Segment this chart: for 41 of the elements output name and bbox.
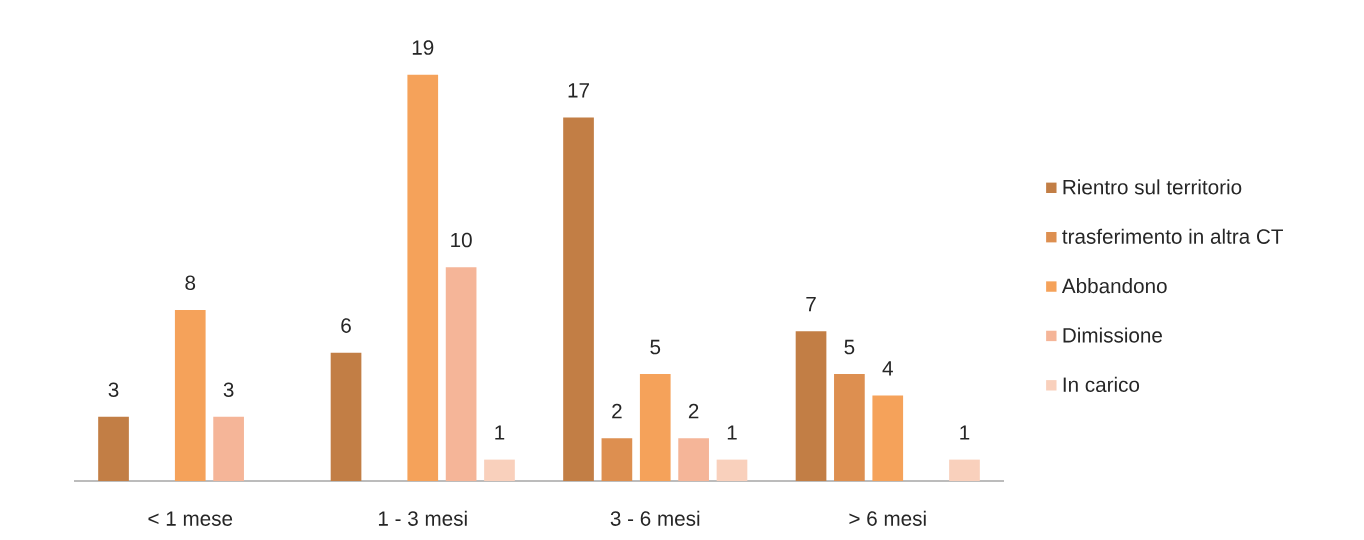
bar	[484, 459, 515, 481]
data-label: 6	[341, 318, 351, 333]
data-label: 1	[495, 425, 505, 440]
bar	[330, 352, 362, 481]
data-label: 17	[568, 83, 589, 98]
bar	[639, 374, 671, 481]
bar	[213, 416, 244, 481]
x-tick-label: 1 - 3 mesi	[378, 510, 467, 526]
bar	[834, 374, 865, 481]
data-label: 10	[451, 232, 472, 248]
bar	[563, 117, 594, 481]
bar	[445, 267, 477, 481]
x-tick-label: > 6 mesi	[849, 510, 926, 526]
data-label: 4	[882, 361, 893, 376]
data-label: 8	[185, 275, 196, 291]
bar	[716, 459, 748, 481]
data-label: 5	[650, 339, 661, 355]
data-label: 1	[727, 425, 737, 440]
x-tick-label: < 1 mese	[148, 511, 233, 526]
data-label: 5	[844, 339, 855, 355]
legend-label: Rientro sul territorio	[1063, 179, 1242, 195]
legend-label: In carico	[1063, 376, 1140, 392]
legend-label: Dimissione	[1063, 327, 1162, 343]
bar	[98, 416, 129, 481]
legend-label: Abbandono	[1061, 278, 1167, 294]
bar	[678, 438, 709, 481]
data-label: 3	[223, 382, 234, 398]
data-label: 19	[412, 40, 434, 55]
data-label: 2	[688, 403, 699, 419]
bar	[601, 438, 633, 481]
data-label: 1	[960, 425, 970, 440]
legend-label: trasferimento in altra CT	[1062, 228, 1283, 244]
bar	[949, 459, 980, 481]
data-label: 3	[108, 382, 119, 398]
bar	[174, 309, 206, 481]
bar	[407, 74, 439, 481]
bar	[872, 395, 904, 481]
bar	[795, 331, 827, 481]
x-tick-label: 3 - 6 mesi	[610, 510, 700, 526]
data-label: 2	[612, 403, 622, 419]
data-label: 7	[806, 297, 816, 312]
